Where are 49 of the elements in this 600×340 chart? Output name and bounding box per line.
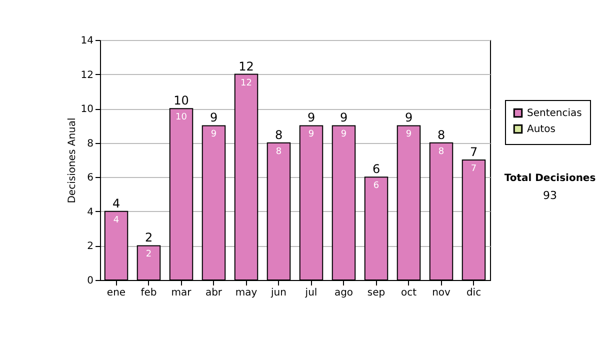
text: 93	[543, 189, 557, 202]
x-tick-label: may	[235, 288, 258, 298]
x-tick-label: jul	[304, 288, 318, 298]
total-label: 9	[307, 110, 316, 125]
total-label: 2	[144, 230, 153, 245]
data-label: 9	[406, 130, 412, 140]
data-label: 4	[113, 215, 120, 226]
total-label: 6	[372, 162, 380, 176]
total-label: 10	[174, 94, 189, 108]
x-tick-label: nov	[432, 288, 451, 298]
y-axis-title: Decisiones Anual	[66, 118, 78, 204]
y-tick-label: 6	[87, 172, 94, 184]
y-tick-label: 2	[87, 241, 94, 252]
total-label: 9	[404, 110, 413, 125]
y-tick-label: 14	[80, 36, 94, 46]
data-label: 8	[438, 146, 444, 157]
total-label: 9	[340, 110, 348, 125]
x-tick-label: sep	[367, 288, 386, 298]
total-label: 8	[274, 128, 283, 142]
y-tick-label: 8	[87, 138, 94, 150]
legend-label: Sentencias	[527, 108, 582, 119]
total-label: 12	[238, 59, 254, 74]
data-label: 6	[373, 181, 380, 192]
total-label: 8	[437, 128, 446, 142]
data-label: 10	[176, 112, 188, 123]
total-label: 4	[112, 196, 120, 210]
data-label: 9	[308, 130, 314, 140]
x-tick-label: ene	[106, 288, 126, 298]
y-tick-label: 0	[87, 276, 94, 286]
x-tick-label: ago	[334, 288, 354, 298]
data-label: 7	[470, 164, 477, 174]
x-tick-label: oct	[400, 288, 417, 298]
x-tick-label: jun	[270, 288, 286, 298]
x-tick-label: abr	[205, 288, 223, 298]
data-label: 8	[276, 146, 282, 157]
data-label: 9	[340, 130, 347, 140]
legend-label: Autos	[527, 124, 556, 135]
data-label: 9	[210, 130, 217, 140]
total-label: 7	[470, 145, 478, 159]
x-tick-label: mar	[171, 288, 192, 298]
x-tick-label: dic	[466, 288, 482, 298]
y-tick-label: 12	[80, 70, 94, 81]
total-label: 9	[210, 110, 218, 125]
text: Total Decisiones	[504, 173, 596, 184]
y-tick-label: 4	[87, 206, 94, 218]
y-tick-label: 10	[80, 104, 94, 116]
x-tick-label: feb	[140, 288, 157, 298]
data-label: 2	[146, 250, 152, 260]
data-label: 12	[240, 78, 252, 88]
